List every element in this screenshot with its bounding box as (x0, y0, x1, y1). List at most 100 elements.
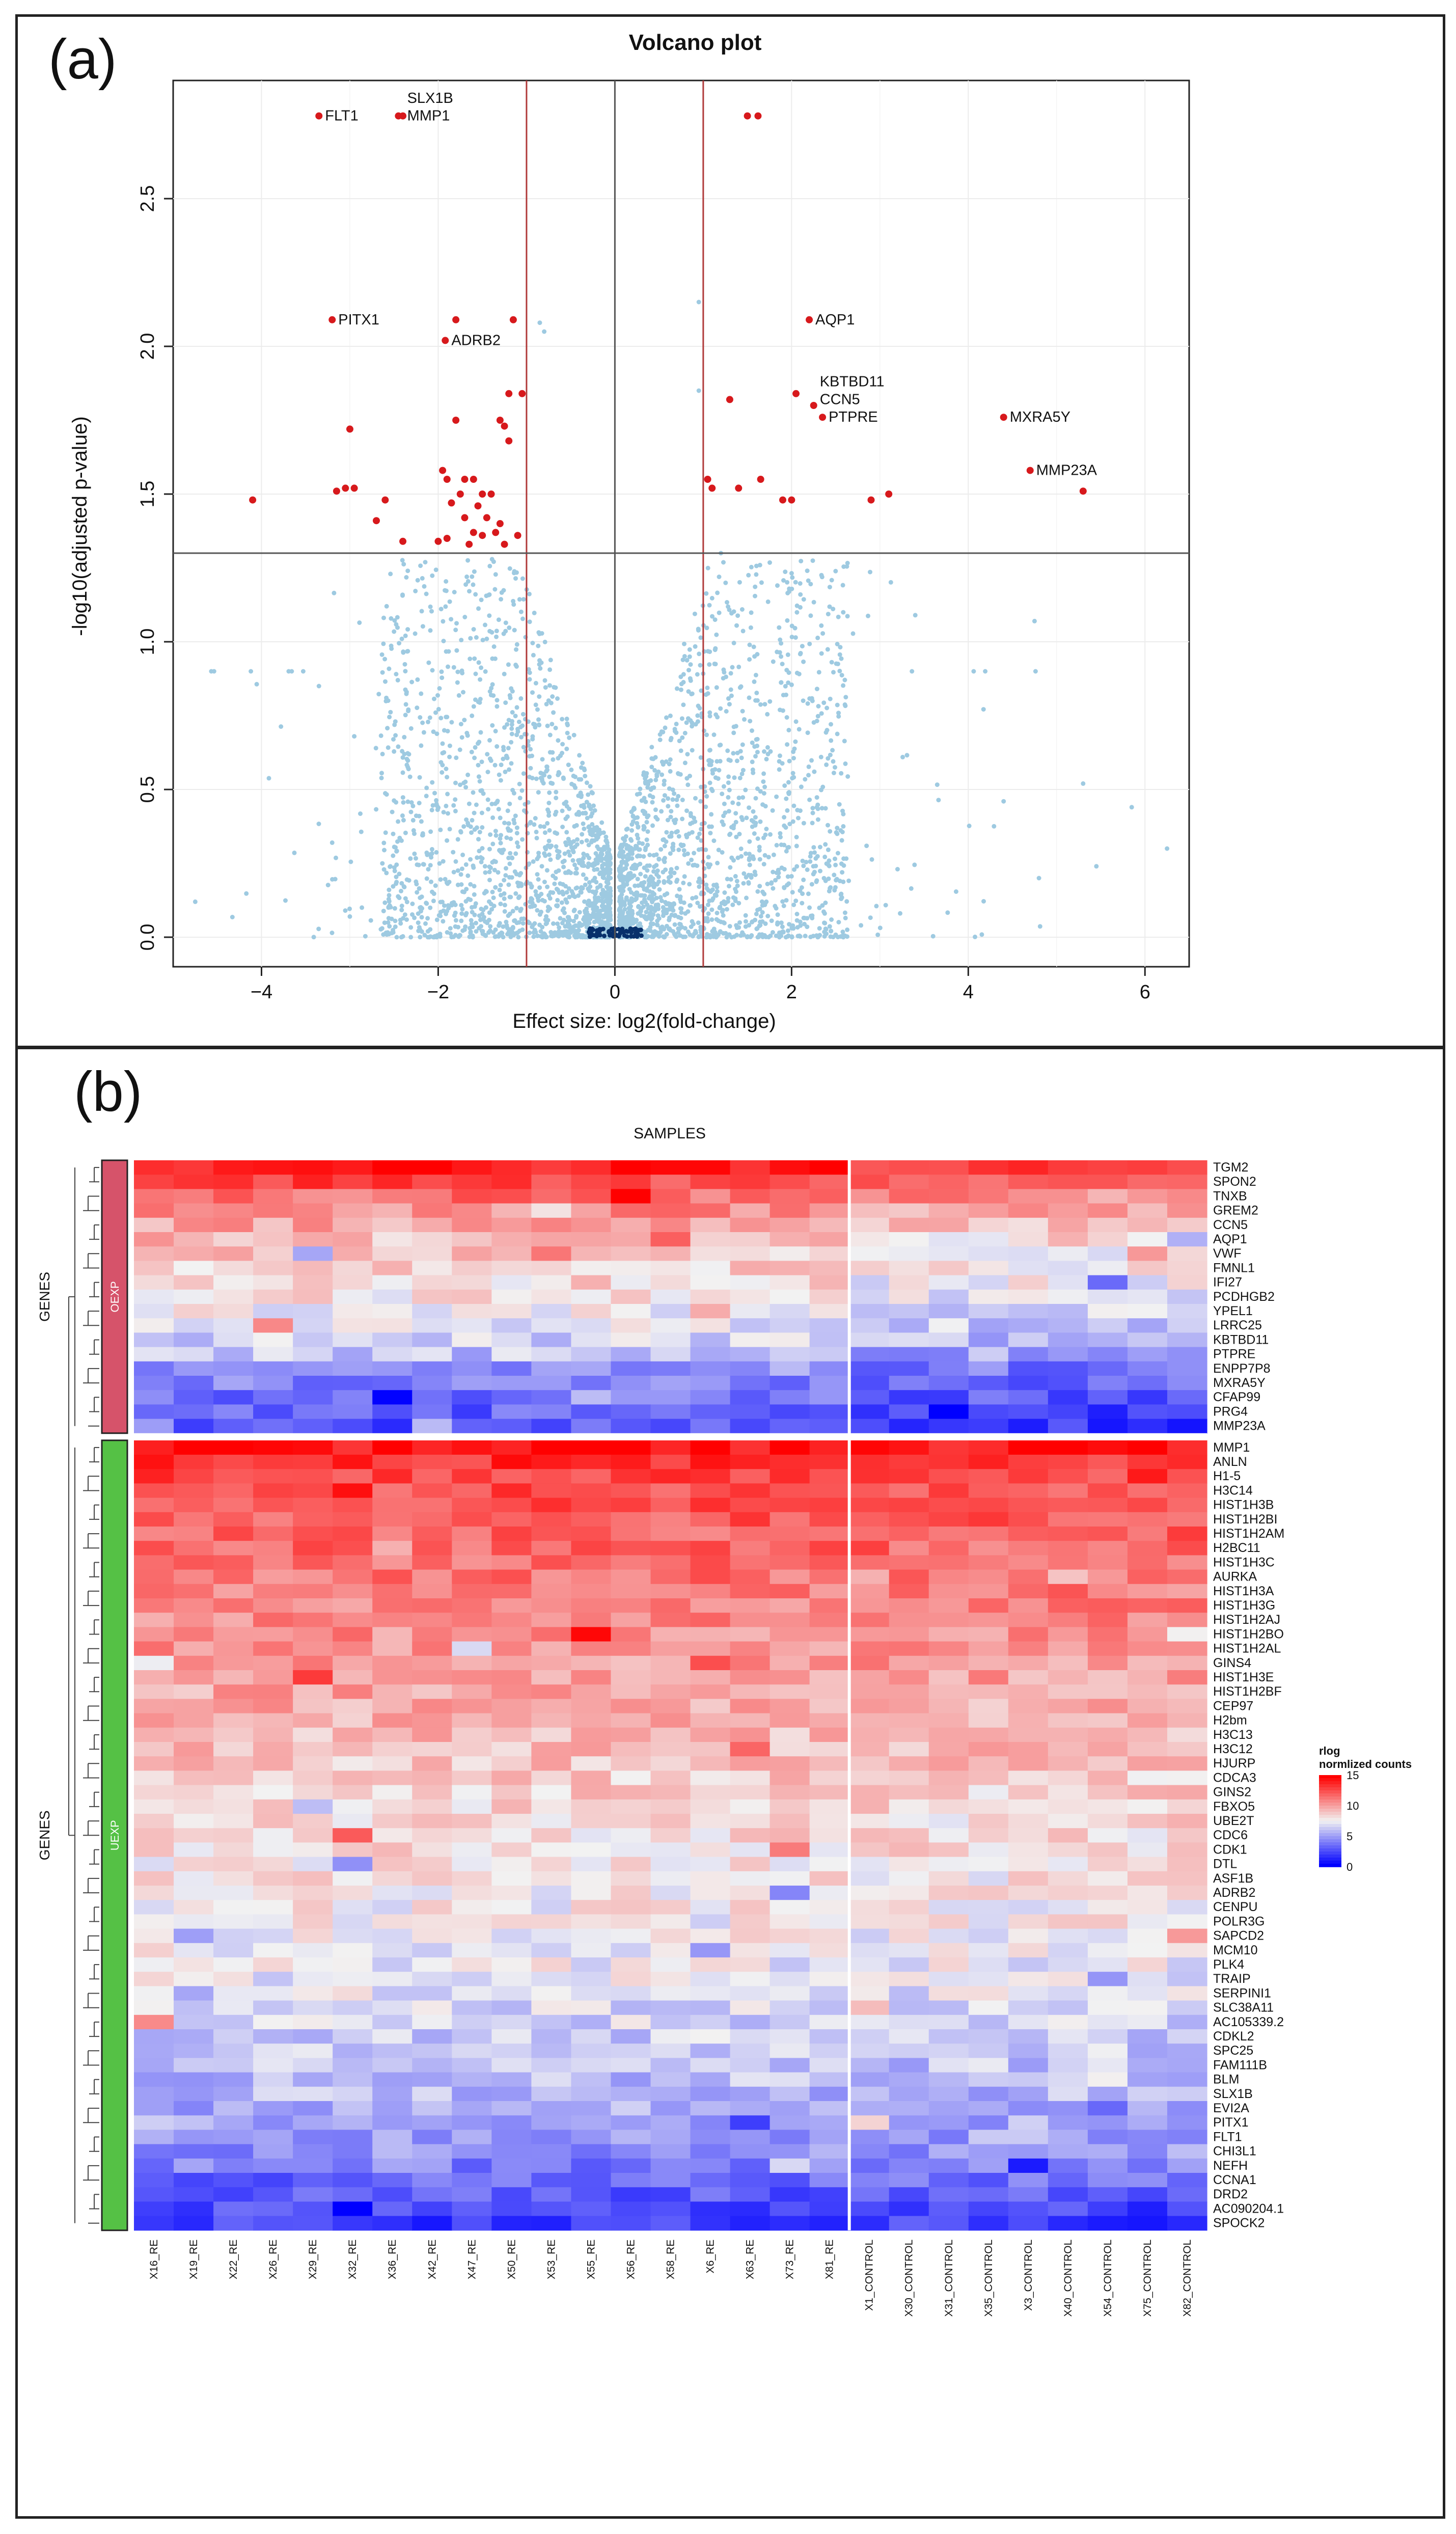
heatmap-cell (213, 1627, 254, 1642)
gene-point (445, 881, 450, 886)
heatmap-cell (213, 1289, 254, 1304)
gene-point (686, 831, 692, 836)
gene-point (279, 724, 284, 729)
gene-point (780, 662, 785, 667)
gene-point (520, 921, 526, 926)
gene-point (542, 824, 546, 829)
heatmap-cell (412, 1469, 452, 1484)
significant-gene-point (249, 496, 257, 504)
gene-point (779, 842, 784, 847)
heatmap-cell (174, 1957, 214, 1972)
heatmap-cell (333, 1957, 373, 1972)
gene-point (404, 877, 409, 882)
heatmap-cell (1048, 1713, 1088, 1728)
gene-point (1129, 805, 1134, 810)
gene-point (392, 629, 397, 634)
gene-point (738, 749, 743, 754)
heatmap-cell (889, 1871, 929, 1886)
gene-point (749, 564, 754, 569)
gene-point (555, 887, 560, 892)
gene-point (410, 818, 416, 823)
gene-point (441, 810, 446, 815)
gene-point (641, 824, 646, 829)
gene-point (455, 680, 460, 685)
heatmap-cell (968, 1641, 1009, 1656)
heatmap-cell (134, 1598, 174, 1613)
heatmap-cell (690, 1419, 731, 1434)
gene-point (676, 848, 681, 852)
gene-point (399, 881, 404, 886)
heatmap-cell (531, 1928, 572, 1944)
heatmap-cell (730, 1871, 771, 1886)
heatmap-cell (452, 1527, 492, 1541)
gene-point (617, 885, 622, 890)
gene-point (424, 794, 429, 799)
gene-point (715, 715, 720, 720)
gene-point (698, 635, 703, 640)
heatmap-cell (293, 1361, 333, 1376)
heatmap-cell (333, 1770, 373, 1786)
heatmap-cell (650, 1785, 691, 1800)
gene-point (652, 768, 657, 773)
heatmap-cell (491, 1857, 532, 1872)
heatmap-cell (372, 1555, 413, 1570)
heatmap-cell (928, 1376, 969, 1391)
heatmap-cell (809, 1943, 850, 1958)
heatmap-cell (293, 1232, 333, 1247)
gene-point (765, 599, 771, 604)
heatmap-cell (491, 1289, 532, 1304)
heatmap-cell (849, 1871, 890, 1886)
heatmap-cell (889, 1376, 929, 1391)
heatmap-cell (293, 1203, 333, 1218)
heatmap-cell (213, 1655, 254, 1671)
gene-point (412, 831, 417, 836)
heatmap-cell (650, 1814, 691, 1829)
heatmap-cell (1048, 1957, 1088, 1972)
gene-point (561, 917, 566, 922)
gene-point (540, 933, 545, 938)
heatmap-cell (1087, 1914, 1128, 1929)
gene-point (653, 755, 658, 760)
gene-point (426, 867, 431, 872)
gene-point (822, 911, 827, 916)
gene-point (823, 927, 828, 931)
gene-point (502, 725, 507, 730)
heatmap-cell (650, 1799, 691, 1814)
gene-point (664, 715, 669, 720)
gene-point (678, 674, 683, 679)
heatmap-cell (849, 1347, 890, 1362)
heatmap-cell (412, 1455, 452, 1469)
heatmap-cell (134, 1160, 174, 1175)
gene-point (442, 903, 447, 908)
significant-gene-point (819, 414, 827, 421)
gene-point (423, 560, 428, 565)
heatmap-block-uexp (134, 1440, 1207, 2231)
gene-point (785, 590, 790, 595)
heatmap-cell (412, 1928, 452, 1944)
gene-point (714, 917, 719, 922)
gene-point (728, 877, 733, 882)
heatmap-cell (174, 1641, 214, 1656)
gene-point (595, 844, 600, 849)
heatmap-cell (134, 1376, 174, 1391)
gene-point (453, 780, 458, 785)
gene-point (661, 869, 666, 875)
heatmap-cell (690, 1318, 731, 1333)
gene-point (643, 799, 648, 804)
heatmap-cell (968, 1217, 1009, 1233)
gene-point (710, 887, 715, 892)
heatmap-cell (372, 1404, 413, 1420)
gene-point (676, 794, 681, 799)
gene-point (399, 904, 404, 908)
gene-point (836, 614, 841, 619)
gene-point (710, 898, 715, 903)
heatmap-cell (1008, 1814, 1049, 1829)
gene-point (547, 844, 553, 850)
gene-point (390, 809, 395, 814)
heatmap-cell (1167, 1785, 1207, 1800)
heatmap-cell (372, 1361, 413, 1376)
gene-point-dense (628, 934, 634, 939)
heatmap-cell (770, 1627, 810, 1642)
gene-point (684, 658, 690, 663)
gene-point (400, 770, 405, 775)
